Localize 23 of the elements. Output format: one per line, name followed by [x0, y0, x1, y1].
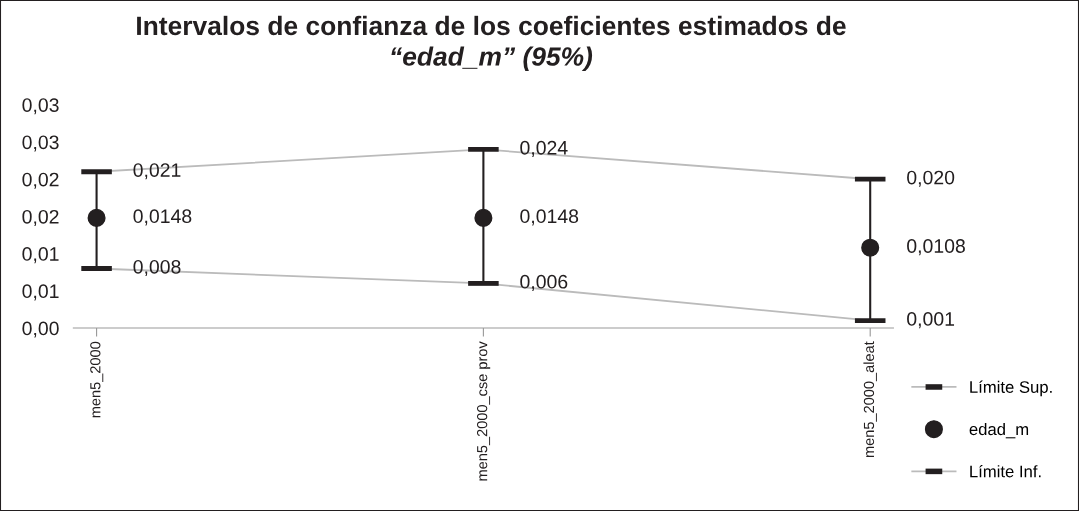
y-tick-label: 0,03 [22, 98, 59, 115]
y-tick-label: 0,02 [22, 209, 59, 226]
y-tick-label: 0,00 [22, 321, 59, 338]
data-label: 0,021 [133, 163, 181, 180]
x-tick-label: men5_2000_cse prov [476, 341, 491, 481]
x-tick-label: men5_2000_aleat [863, 341, 877, 458]
x-tick-label: men5_2000 [90, 341, 104, 418]
data-label: 0,008 [133, 259, 181, 277]
y-tick-label: 0,01 [22, 247, 59, 264]
data-label: 0,0148 [520, 209, 579, 226]
data-label: 0,0148 [133, 209, 192, 226]
legend-label: edad_m [969, 422, 1029, 439]
y-tick-label: 0,03 [22, 135, 59, 152]
chart-title: Intervalos de confianza de los coeficientes estimados de “edad_m” (95%) [137, 15, 846, 72]
data-label: 0,006 [520, 274, 568, 291]
data-label: 0,020 [907, 170, 955, 187]
legend-label: Límite Sup. [970, 380, 1052, 397]
data-label: 0,024 [520, 140, 568, 157]
legend-label: Límite Inf. [970, 464, 1041, 478]
data-label: 0,001 [907, 312, 955, 329]
y-tick-label: 0,01 [22, 284, 59, 301]
data-label: 0,0108 [907, 239, 965, 256]
y-tick-label: 0,02 [22, 172, 59, 189]
